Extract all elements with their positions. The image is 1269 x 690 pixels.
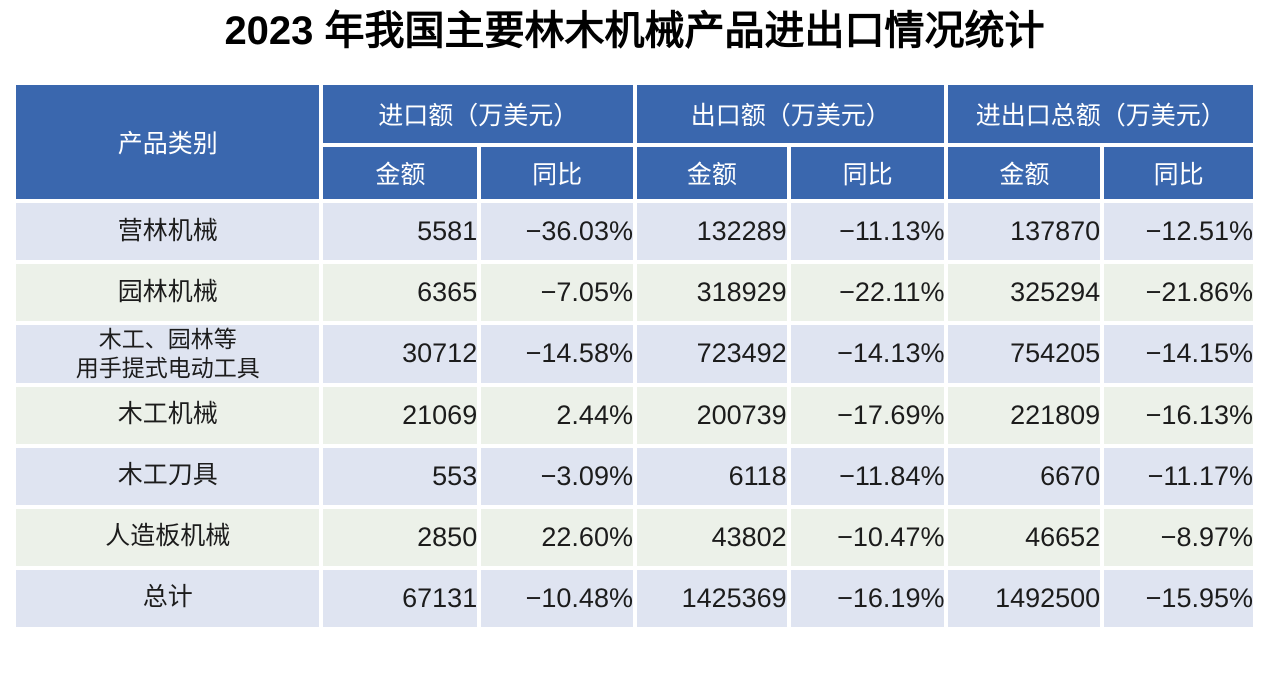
header-sub-row: 金额 同比 金额 同比 金额 同比 [14,143,1257,203]
table-row-total: 总计 67131 −10.48% 1425369 −16.19% 1492500… [11,565,1257,631]
subheader-export-amount: 金额 [632,143,791,203]
subheader-total-amount: 金额 [944,143,1105,203]
product-cell: 总计 [11,565,324,631]
total-amount-cell: 46652 [944,504,1105,570]
product-cell: 人造板机械 [11,504,324,570]
total-amount-cell: 1492500 [944,565,1105,631]
import-amount-cell: 553 [319,443,482,509]
import-amount-cell: 2850 [319,504,482,570]
total-amount-cell: 325294 [944,260,1105,325]
import-yoy-cell: −7.05% [477,260,637,325]
export-yoy-cell: −11.84% [786,443,949,509]
total-yoy-cell: −15.95% [1100,565,1257,631]
total-amount-cell: 754205 [944,321,1105,387]
export-yoy-cell: −14.13% [786,321,949,387]
table-row: 园林机械 6365 −7.05% 318929 −22.11% 325294 −… [11,260,1257,325]
import-amount-cell: 5581 [319,199,482,264]
export-amount-cell: 200739 [632,382,791,448]
import-yoy-cell: 22.60% [477,504,637,570]
import-yoy-cell: 2.44% [477,382,637,448]
import-yoy-cell: −36.03% [477,199,637,264]
export-yoy-cell: −17.69% [786,382,949,448]
import-amount-cell: 6365 [319,260,482,325]
table-row: 木工、园林等 用手提式电动工具 30712 −14.58% 723492 −14… [11,321,1257,387]
subheader-export-yoy: 同比 [786,143,949,203]
total-amount-cell: 137870 [944,199,1105,264]
import-yoy-cell: −14.58% [477,321,637,387]
total-yoy-cell: −21.86% [1100,260,1257,325]
product-cell: 园林机械 [11,260,324,325]
total-yoy-cell: −12.51% [1100,199,1257,264]
import-yoy-cell: −10.48% [477,565,637,631]
export-yoy-cell: −10.47% [786,504,949,570]
total-yoy-cell: −16.13% [1100,382,1257,448]
import-amount-cell: 21069 [319,382,482,448]
table-row: 人造板机械 2850 22.60% 43802 −10.47% 46652 −8… [11,504,1257,570]
product-cell: 木工机械 [11,382,324,448]
column-group-export: 出口额（万美元） [632,81,949,147]
total-yoy-cell: −14.15% [1100,321,1257,387]
table-row: 木工刀具 553 −3.09% 6118 −11.84% 6670 −11.17… [11,443,1257,509]
header-group-row: 产品类别 进口额（万美元） 出口额（万美元） 进出口总额（万美元） [11,81,1257,203]
subheader-import-amount: 金额 [319,143,482,203]
export-yoy-cell: −11.13% [786,199,949,264]
import-yoy-cell: −3.09% [477,443,637,509]
export-yoy-cell: −16.19% [786,565,949,631]
column-group-total: 进出口总额（万美元） [944,81,1257,147]
subheader-total-yoy: 同比 [1100,143,1257,203]
subheader-import-yoy: 同比 [477,143,637,203]
export-amount-cell: 318929 [632,260,791,325]
export-yoy-cell: −22.11% [786,260,949,325]
total-amount-cell: 221809 [944,382,1105,448]
table-row: 木工机械 21069 2.44% 200739 −17.69% 221809 −… [11,382,1257,448]
table-row: 营林机械 5581 −36.03% 132289 −11.13% 137870 … [11,199,1257,264]
column-header-product: 产品类别 [11,81,324,203]
total-amount-cell: 6670 [944,443,1105,509]
import-amount-cell: 30712 [319,321,482,387]
page-title: 2023 年我国主要林木机械产品进出口情况统计 [224,9,1045,53]
export-amount-cell: 132289 [632,199,791,264]
product-cell: 木工、园林等 用手提式电动工具 [11,321,324,387]
product-cell: 木工刀具 [11,443,324,509]
import-amount-cell: 67131 [319,565,482,631]
export-amount-cell: 43802 [632,504,791,570]
total-yoy-cell: −8.97% [1100,504,1257,570]
export-amount-cell: 723492 [632,321,791,387]
product-cell: 营林机械 [11,199,324,264]
export-amount-cell: 6118 [632,443,791,509]
total-yoy-cell: −11.17% [1100,443,1257,509]
import-export-stats-table: 产品类别 进口额（万美元） 出口额（万美元） 进出口总额（万美元） 金额 同比 … [11,81,1257,631]
export-amount-cell: 1425369 [632,565,791,631]
table-header: 产品类别 进口额（万美元） 出口额（万美元） 进出口总额（万美元） 金额 同比 … [11,81,1257,203]
column-group-import: 进口额（万美元） [319,81,637,147]
